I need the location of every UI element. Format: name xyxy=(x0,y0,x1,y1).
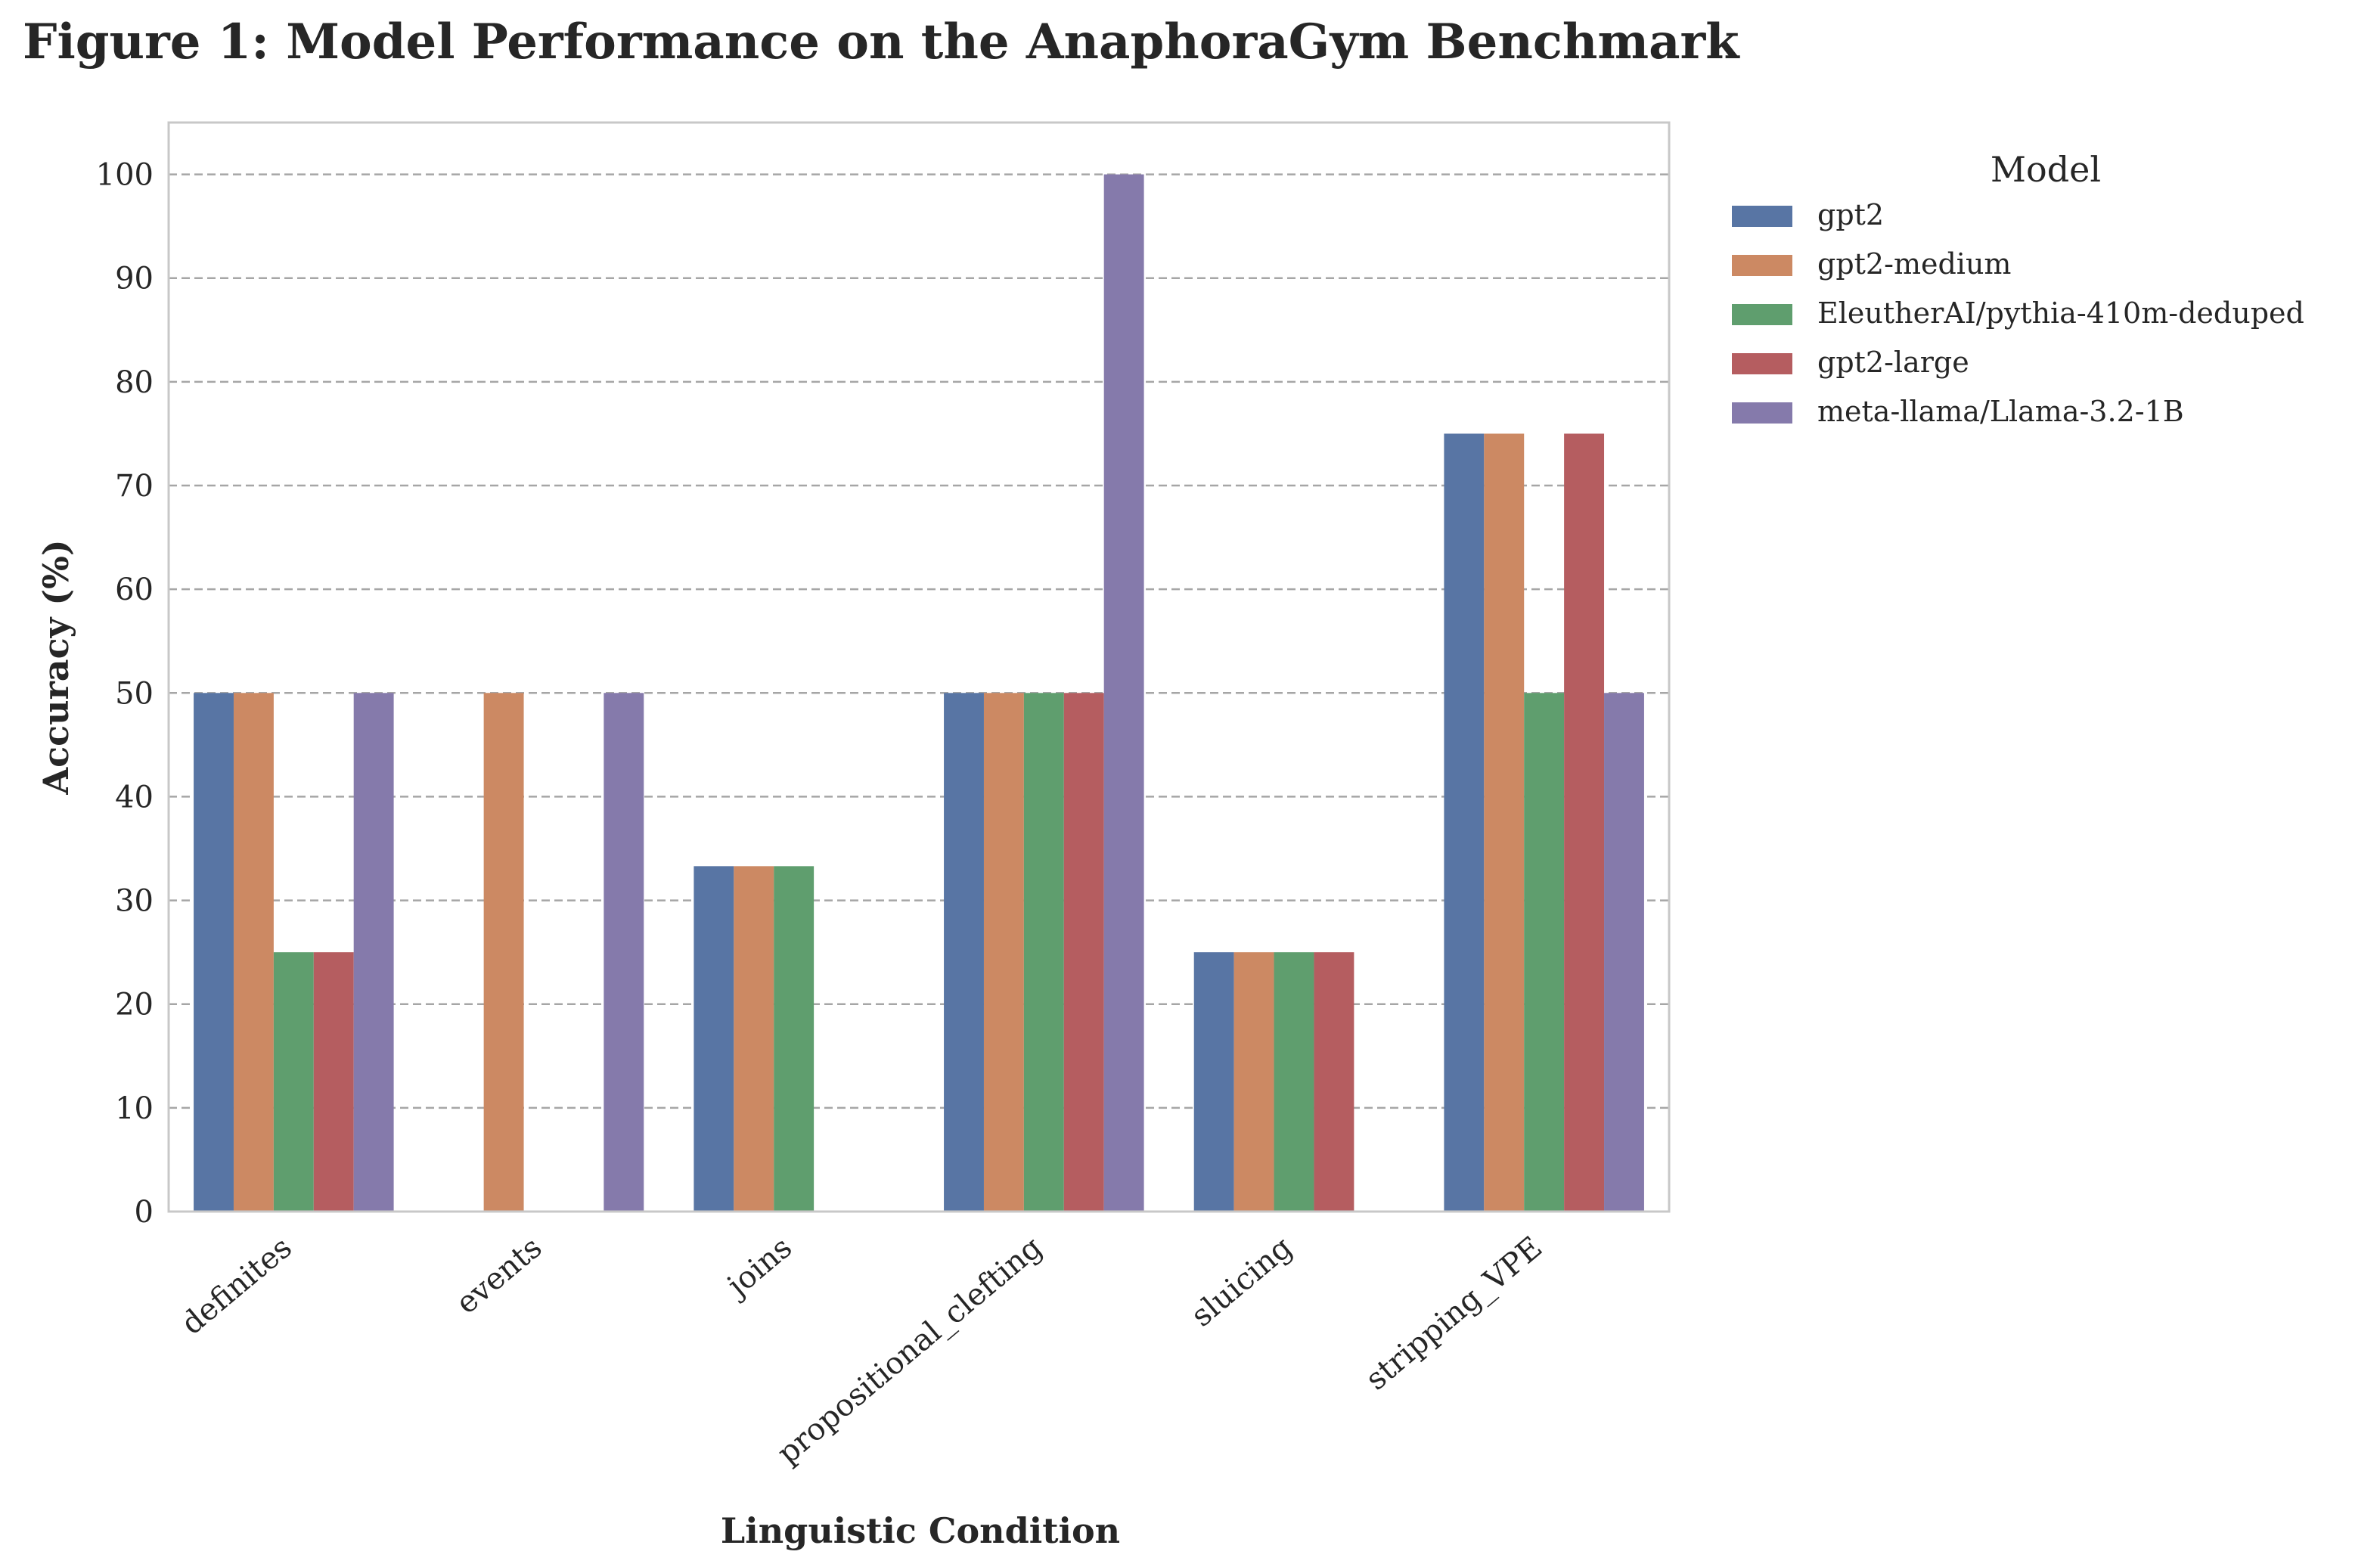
legend-swatch xyxy=(1732,255,1792,276)
bar xyxy=(1103,174,1144,1212)
legend-title: Model xyxy=(1991,149,2101,190)
bar xyxy=(1193,952,1234,1212)
y-tick-label: 20 xyxy=(115,988,154,1022)
y-tick-label: 40 xyxy=(115,780,154,815)
bars xyxy=(194,174,1644,1212)
bar xyxy=(273,952,314,1212)
bar xyxy=(983,693,1024,1212)
y-tick-label: 80 xyxy=(115,365,154,400)
bar xyxy=(1444,433,1485,1212)
legend-label: EleutherAI/pythia-410m-deduped xyxy=(1817,296,2304,330)
bar xyxy=(604,693,644,1212)
bar xyxy=(1484,433,1525,1212)
y-axis-label: Accuracy (%) xyxy=(36,539,76,795)
legend: Model gpt2 gpt2-medium EleutherAI/pythia-4… xyxy=(1732,149,2304,428)
bar xyxy=(353,693,394,1212)
bar xyxy=(1314,952,1354,1212)
bar xyxy=(483,693,524,1212)
bar xyxy=(313,952,354,1212)
bar xyxy=(194,693,234,1212)
y-tick-label: 100 xyxy=(96,158,154,193)
chart-title: Figure 1: Model Performance on the Anaph… xyxy=(23,14,1740,70)
legend-label: gpt2 xyxy=(1817,198,1884,231)
legend-swatch xyxy=(1732,304,1792,325)
y-tick-labels: 0 10 20 30 40 50 60 70 80 90 100 xyxy=(96,158,154,1230)
plot-frame xyxy=(167,121,1671,1213)
bar xyxy=(1063,693,1104,1212)
legend-label: gpt2-medium xyxy=(1817,247,2011,281)
y-tick-label: 90 xyxy=(115,262,154,296)
legend-items: gpt2 gpt2-medium EleutherAI/pythia-410m-de… xyxy=(1732,198,2304,428)
bar xyxy=(774,866,815,1212)
bar xyxy=(1023,693,1064,1212)
bar xyxy=(944,693,984,1212)
legend-swatch xyxy=(1732,353,1792,374)
legend-label: meta-llama/Llama-3.2-1B xyxy=(1817,395,2184,428)
bar xyxy=(1233,952,1274,1212)
y-tick-label: 60 xyxy=(115,572,154,607)
bar xyxy=(1604,693,1644,1212)
x-tick-labels: definites events joinspropositional_clefti… xyxy=(175,1230,1549,1471)
y-tick-label: 50 xyxy=(115,676,154,711)
y-tick-label: 70 xyxy=(115,469,154,504)
bar xyxy=(1524,693,1565,1212)
x-tick-label: stripping_VPE xyxy=(1359,1230,1549,1397)
x-tick-label: sluicing xyxy=(1184,1230,1299,1333)
x-tick-label: joins xyxy=(718,1230,799,1305)
bar xyxy=(1564,433,1605,1212)
legend-swatch xyxy=(1732,206,1792,227)
y-tick-label: 30 xyxy=(115,884,154,919)
x-tick-label: propositional_clefting xyxy=(771,1230,1048,1471)
bar xyxy=(734,866,774,1212)
x-axis-label: Linguistic Condition xyxy=(721,1510,1120,1551)
legend-swatch xyxy=(1732,402,1792,424)
x-tick-label: events xyxy=(450,1230,549,1320)
bar xyxy=(694,866,734,1212)
bar xyxy=(233,693,274,1212)
x-tick-label: definites xyxy=(175,1230,298,1342)
bar xyxy=(1274,952,1314,1212)
y-tick-label: 0 xyxy=(135,1195,154,1230)
legend-label: gpt2-large xyxy=(1817,346,1969,379)
y-tick-label: 10 xyxy=(115,1091,154,1126)
grid-lines xyxy=(169,173,1669,1109)
